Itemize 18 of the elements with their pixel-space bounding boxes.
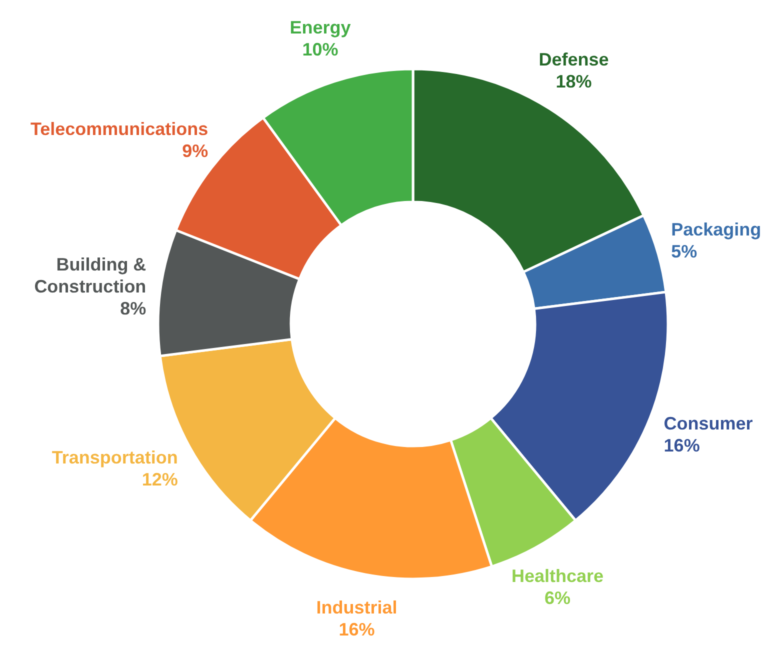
slice-label: Transportation [52,448,178,468]
data-label: 16% [664,435,700,456]
data-label: 5% [671,241,698,262]
slice-label: Telecommunications [30,119,208,140]
data-label: 10% [302,40,338,60]
slice-label: Defense [538,50,609,70]
data-label: 12% [142,470,178,490]
slice-label: Energy [290,18,351,38]
slice-label: Building & Construction [34,254,146,296]
data-label: 6% [544,588,571,608]
slice-label: Industrial [316,598,398,618]
data-label: 16% [338,620,375,640]
slice-label: Healthcare [511,566,604,586]
data-label: 18% [556,72,592,92]
slice-label: Packaging [671,219,762,240]
slice-label: Consumer [664,413,753,434]
data-label: 8% [120,298,146,318]
data-label: 9% [182,141,208,162]
